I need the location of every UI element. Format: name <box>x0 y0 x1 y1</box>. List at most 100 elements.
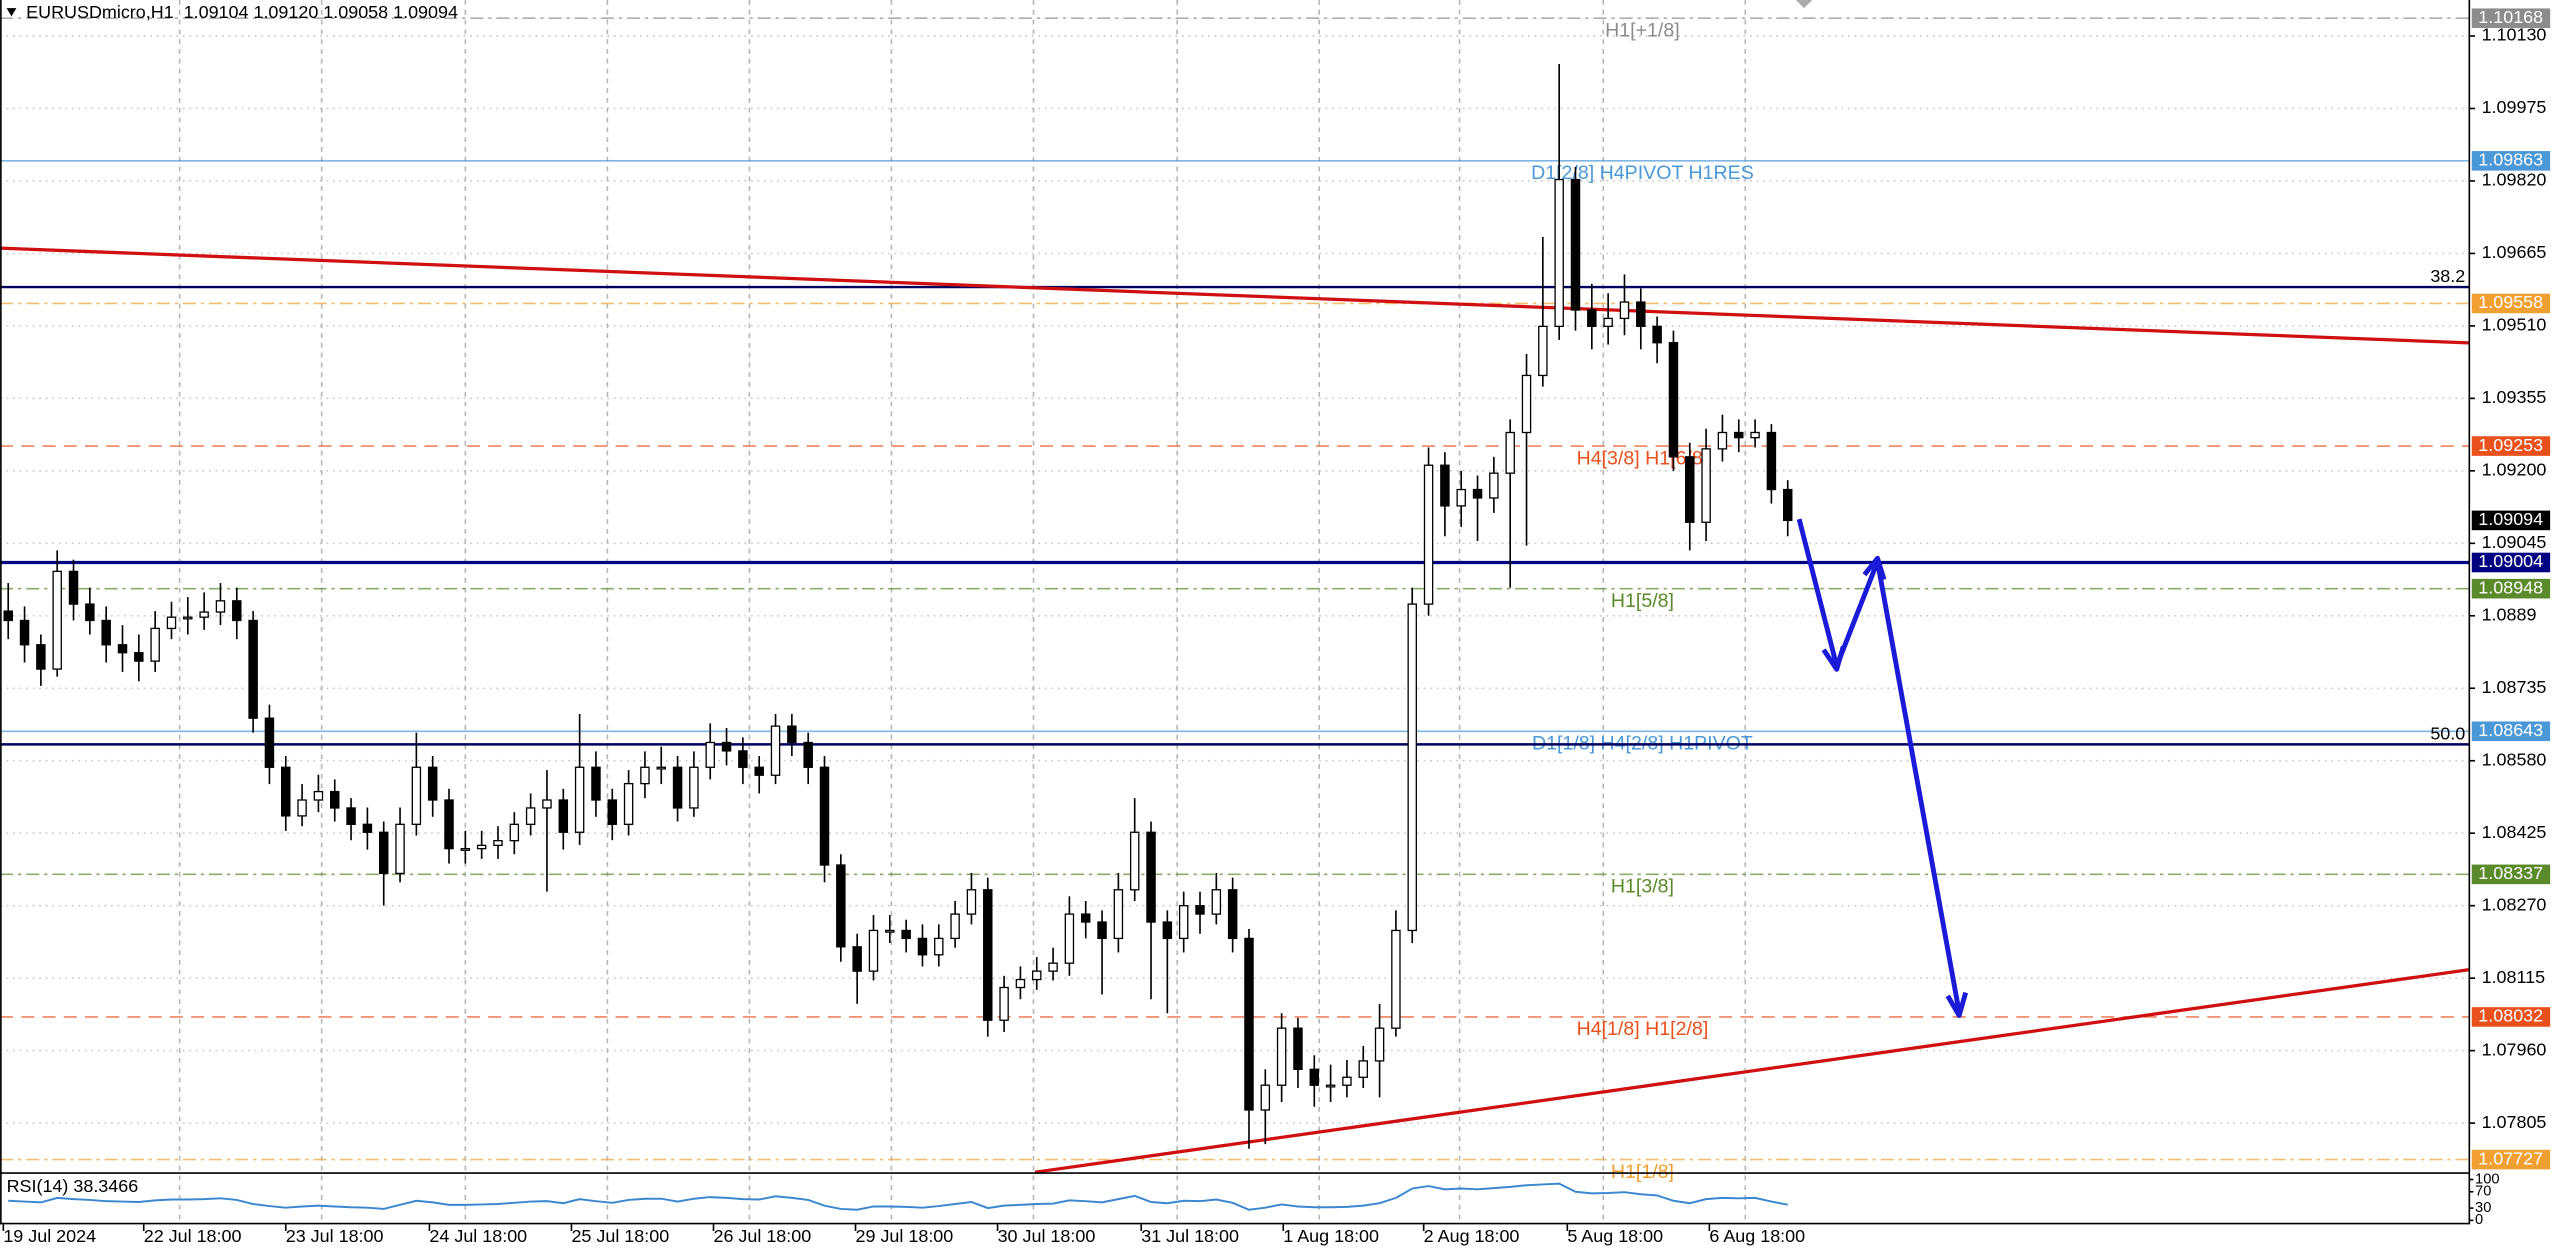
candle-body <box>1554 178 1564 328</box>
x-tick-label: 24 Jul 18:00 <box>429 1226 527 1246</box>
arrow-head <box>1821 645 1846 672</box>
candle-body <box>1766 431 1777 491</box>
candle-body <box>68 570 79 605</box>
candle-body <box>1391 929 1401 1029</box>
candle-body <box>3 610 13 622</box>
rsi-value: 38.3466 <box>73 1176 138 1196</box>
candle-body <box>738 750 748 768</box>
x-tick-label: 26 Jul 18:00 <box>713 1226 811 1246</box>
price-label: 1.09863 <box>2478 150 2543 170</box>
price-label-box <box>2471 1007 2551 1027</box>
x-tick-label: 25 Jul 18:00 <box>571 1226 669 1246</box>
candle-body <box>1211 889 1222 915</box>
candle-body <box>150 627 160 662</box>
price-label-box <box>2471 8 2551 29</box>
x-tick-label: 31 Jul 18:00 <box>1141 1226 1239 1246</box>
candle-body <box>1652 325 1662 344</box>
price-label-box <box>2471 151 2551 171</box>
candle-body <box>689 766 699 809</box>
candle-body <box>1668 342 1679 458</box>
candle-body <box>330 790 340 809</box>
candle-body <box>1636 301 1646 328</box>
fib-label: 38.2 <box>2430 266 2465 286</box>
candle-body <box>493 840 503 847</box>
candle-body <box>395 823 405 875</box>
candle-body <box>215 600 226 613</box>
y-tick-label: 1.09200 <box>2482 460 2547 480</box>
candle-body <box>134 652 144 662</box>
candle-body <box>966 889 977 915</box>
candle-body <box>297 799 307 817</box>
price-label-box <box>2471 552 2551 573</box>
candle-body <box>607 799 618 825</box>
candle-body <box>444 799 454 850</box>
y-tick-label: 1.09975 <box>2482 97 2547 117</box>
candle-body <box>950 913 960 940</box>
candle-body <box>623 782 634 825</box>
y-tick-label: 1.08735 <box>2482 677 2547 697</box>
candle-body <box>885 929 895 933</box>
x-tick-label: 1 Aug 18:00 <box>1283 1226 1379 1246</box>
shift-marker <box>1795 0 1813 9</box>
price-label: 1.08948 <box>2478 577 2543 597</box>
candle-body <box>1407 603 1417 932</box>
x-tick-label: 30 Jul 18:00 <box>998 1226 1096 1246</box>
chart-header: EURUSDmicro,H1 1.09104 1.09120 1.09058 1… <box>26 2 458 22</box>
candle-body <box>1178 905 1189 940</box>
y-tick-label: 1.08580 <box>2482 749 2547 769</box>
price-label: 1.08032 <box>2478 1006 2543 1026</box>
candle-body <box>1505 431 1515 474</box>
candle-body <box>19 619 30 646</box>
y-tick-label: 1.07960 <box>2482 1039 2547 1059</box>
candle-body <box>36 644 46 670</box>
candle-body <box>1734 431 1744 439</box>
candle-body <box>1358 1060 1368 1078</box>
candle-body <box>525 807 536 825</box>
y-tick-label: 1.09510 <box>2482 315 2547 335</box>
candle-body <box>934 937 944 956</box>
candle-body <box>1521 374 1532 434</box>
y-tick-label: 1.10130 <box>2482 25 2547 45</box>
price-label-box <box>2471 293 2551 314</box>
candle-body <box>183 616 193 620</box>
level-annotation: H1[5/8] <box>1611 590 1674 612</box>
trend-line <box>0 246 2469 345</box>
candle-body <box>1342 1076 1352 1086</box>
price-label-box <box>2471 578 2551 599</box>
candle-body <box>1080 913 1091 923</box>
fib-label: 50.0 <box>2430 723 2465 743</box>
candle-body <box>836 864 846 948</box>
y-tick-label: 1.09355 <box>2482 387 2547 407</box>
y-tick-label: 1.09820 <box>2482 170 2547 190</box>
price-label: 1.09094 <box>2478 509 2543 529</box>
candle-body <box>1782 488 1793 522</box>
candle-body <box>248 619 258 719</box>
candle-body <box>1048 962 1058 972</box>
candle-body <box>427 766 438 801</box>
price-label: 1.09253 <box>2478 435 2543 455</box>
candle-body <box>1374 1027 1385 1062</box>
arrow-head <box>1945 991 1969 1018</box>
x-tick-label: 29 Jul 18:00 <box>856 1226 954 1246</box>
y-tick-label: 1.08425 <box>2482 822 2547 842</box>
candle-body <box>281 766 291 817</box>
y-tick-label: 1.09665 <box>2482 242 2547 262</box>
level-annotation: H4[1/8] H1[2/8] <box>1577 1018 1709 1040</box>
axes: 1.10130 1.09975 1.09820 1.09665 1.09510 1.093… <box>2 7 2551 1246</box>
price-label-box <box>2471 510 2551 531</box>
x-tick-label: 22 Jul 18:00 <box>144 1226 242 1246</box>
candle-body <box>852 946 862 972</box>
candle-body <box>705 741 715 768</box>
candle-body <box>1113 889 1124 940</box>
candle-body <box>672 766 683 809</box>
candle-body <box>770 725 781 776</box>
candle-body <box>574 766 585 833</box>
candle-body <box>1717 431 1728 450</box>
candle-body <box>1685 456 1695 523</box>
candle-body <box>346 807 356 825</box>
price-label-box <box>2471 1149 2551 1170</box>
y-tick-label: 1.0889 <box>2482 605 2537 625</box>
candle-body <box>264 717 275 768</box>
